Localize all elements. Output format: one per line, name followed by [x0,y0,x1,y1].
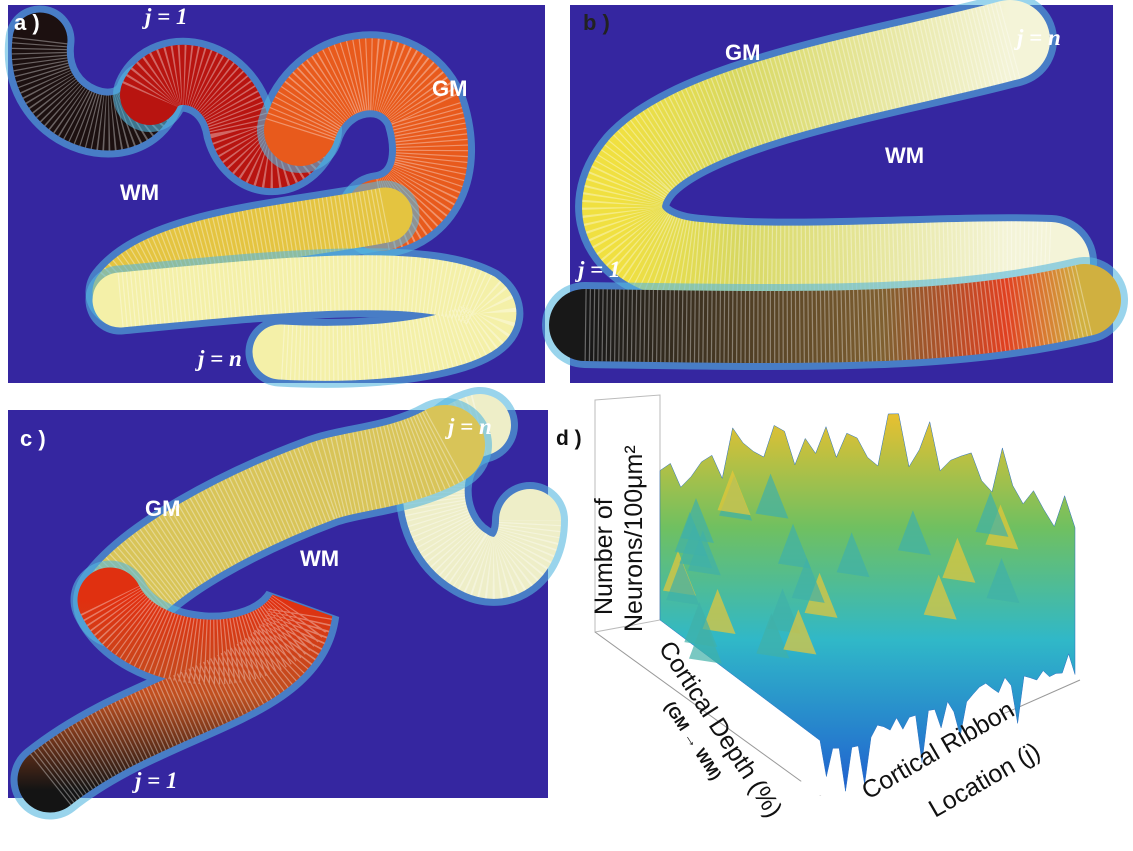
surface-peak [702,588,736,634]
surface-peak [942,537,976,583]
surface-peak [684,602,718,648]
surface-peak [897,510,931,556]
j-start: j = 1 [574,257,621,282]
depth-axis [594,631,821,796]
band [80,405,485,642]
surface-peak [767,588,801,634]
panel-label: c ) [20,426,46,451]
band [549,264,1121,363]
band-fibers [265,38,468,251]
gm-label: GM [432,76,467,101]
fiber-bands [4,0,1128,820]
band-fibers [29,583,333,806]
surface-peak [836,532,870,578]
band [92,255,517,381]
z-axis-label: Number of [590,498,618,615]
surface-peak [680,497,714,543]
j-start: j = 1 [141,4,188,29]
surface-plot [594,394,1115,796]
j-start: j = 1 [131,768,178,793]
band [17,567,333,813]
surface-peak [687,530,721,576]
j-end: j = n [444,414,492,439]
wm-label: WM [300,546,339,571]
surface-peak [755,473,789,519]
wm-label: WM [885,143,924,168]
panel-label: b ) [583,10,610,35]
surface-peak [975,491,1009,537]
surface-peak [791,557,825,603]
surface-peak [777,523,811,569]
j-end: j = n [1013,25,1061,50]
panel-label: a ) [14,10,40,35]
surface-peak [923,574,957,620]
z-axis-label: Neurons/100μm² [620,445,648,632]
surface-peak [783,609,817,655]
band-fibers [87,409,465,627]
surface-peak [756,613,790,659]
surface-peak [717,470,751,516]
j-end: j = n [194,346,242,371]
panel-label: d ) [556,427,582,450]
band [582,0,1090,306]
surface-peak [986,558,1020,604]
gm-label: GM [145,496,180,521]
gm-label: GM [725,40,760,65]
band-fibers [584,264,1094,363]
surface-peak [666,560,700,606]
wm-label: WM [120,180,159,205]
